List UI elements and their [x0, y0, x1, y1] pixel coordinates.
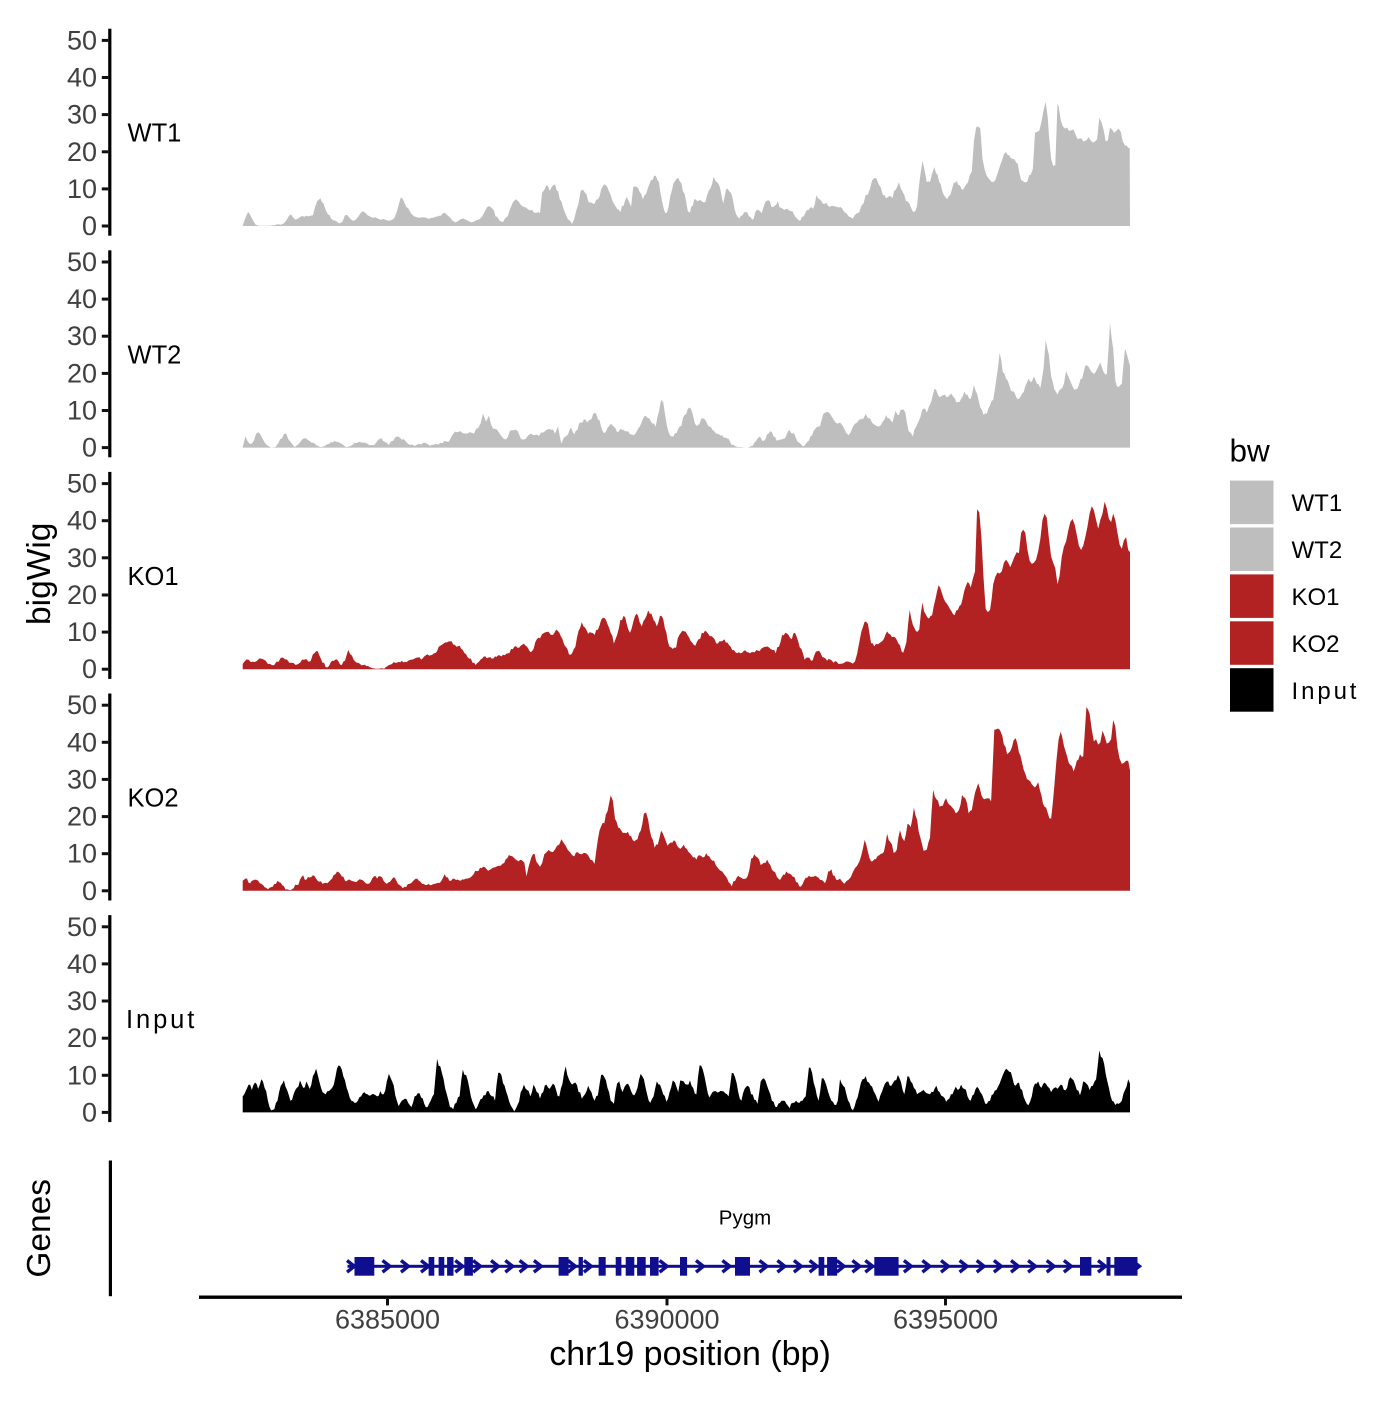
svg-text:40: 40: [67, 949, 97, 979]
svg-text:WT2: WT2: [128, 341, 182, 369]
svg-text:Genes: Genes: [21, 1179, 58, 1278]
svg-text:0: 0: [82, 433, 97, 463]
svg-text:10: 10: [67, 174, 97, 204]
svg-text:30: 30: [67, 764, 97, 794]
svg-text:WT1: WT1: [1292, 490, 1343, 517]
svg-text:bw: bw: [1230, 433, 1271, 469]
svg-text:10: 10: [67, 839, 97, 869]
svg-text:KO2: KO2: [1292, 631, 1340, 658]
svg-text:6385000: 6385000: [335, 1305, 440, 1335]
svg-text:6390000: 6390000: [614, 1305, 719, 1335]
svg-text:0: 0: [82, 1097, 97, 1127]
svg-text:KO2: KO2: [128, 785, 179, 813]
svg-text:WT1: WT1: [128, 120, 182, 148]
svg-text:0: 0: [82, 876, 97, 906]
svg-text:20: 20: [67, 358, 97, 388]
svg-text:50: 50: [67, 469, 97, 499]
svg-text:50: 50: [67, 25, 97, 55]
svg-text:40: 40: [67, 506, 97, 536]
svg-text:40: 40: [67, 284, 97, 314]
svg-text:10: 10: [67, 617, 97, 647]
svg-text:0: 0: [82, 211, 97, 241]
svg-text:WT2: WT2: [1292, 537, 1343, 564]
svg-text:40: 40: [67, 63, 97, 93]
svg-text:KO1: KO1: [128, 563, 179, 591]
svg-text:6395000: 6395000: [893, 1305, 998, 1335]
svg-text:bigWig: bigWig: [21, 523, 58, 625]
svg-text:KO1: KO1: [1292, 584, 1340, 611]
svg-text:20: 20: [67, 137, 97, 167]
svg-text:Input: Input: [1292, 678, 1360, 705]
svg-text:50: 50: [67, 247, 97, 277]
svg-text:10: 10: [67, 396, 97, 426]
svg-text:30: 30: [67, 543, 97, 573]
svg-text:20: 20: [67, 802, 97, 832]
svg-text:30: 30: [67, 100, 97, 130]
svg-text:0: 0: [82, 654, 97, 684]
svg-text:50: 50: [67, 690, 97, 720]
svg-text:30: 30: [67, 321, 97, 351]
svg-text:chr19 position (bp): chr19 position (bp): [549, 1335, 831, 1373]
svg-text:40: 40: [67, 727, 97, 757]
svg-text:Input: Input: [126, 1006, 197, 1034]
svg-text:Pygm: Pygm: [719, 1207, 771, 1230]
svg-text:20: 20: [67, 580, 97, 610]
svg-text:50: 50: [67, 912, 97, 942]
svg-text:20: 20: [67, 1023, 97, 1053]
svg-text:30: 30: [67, 986, 97, 1016]
svg-text:10: 10: [67, 1060, 97, 1090]
